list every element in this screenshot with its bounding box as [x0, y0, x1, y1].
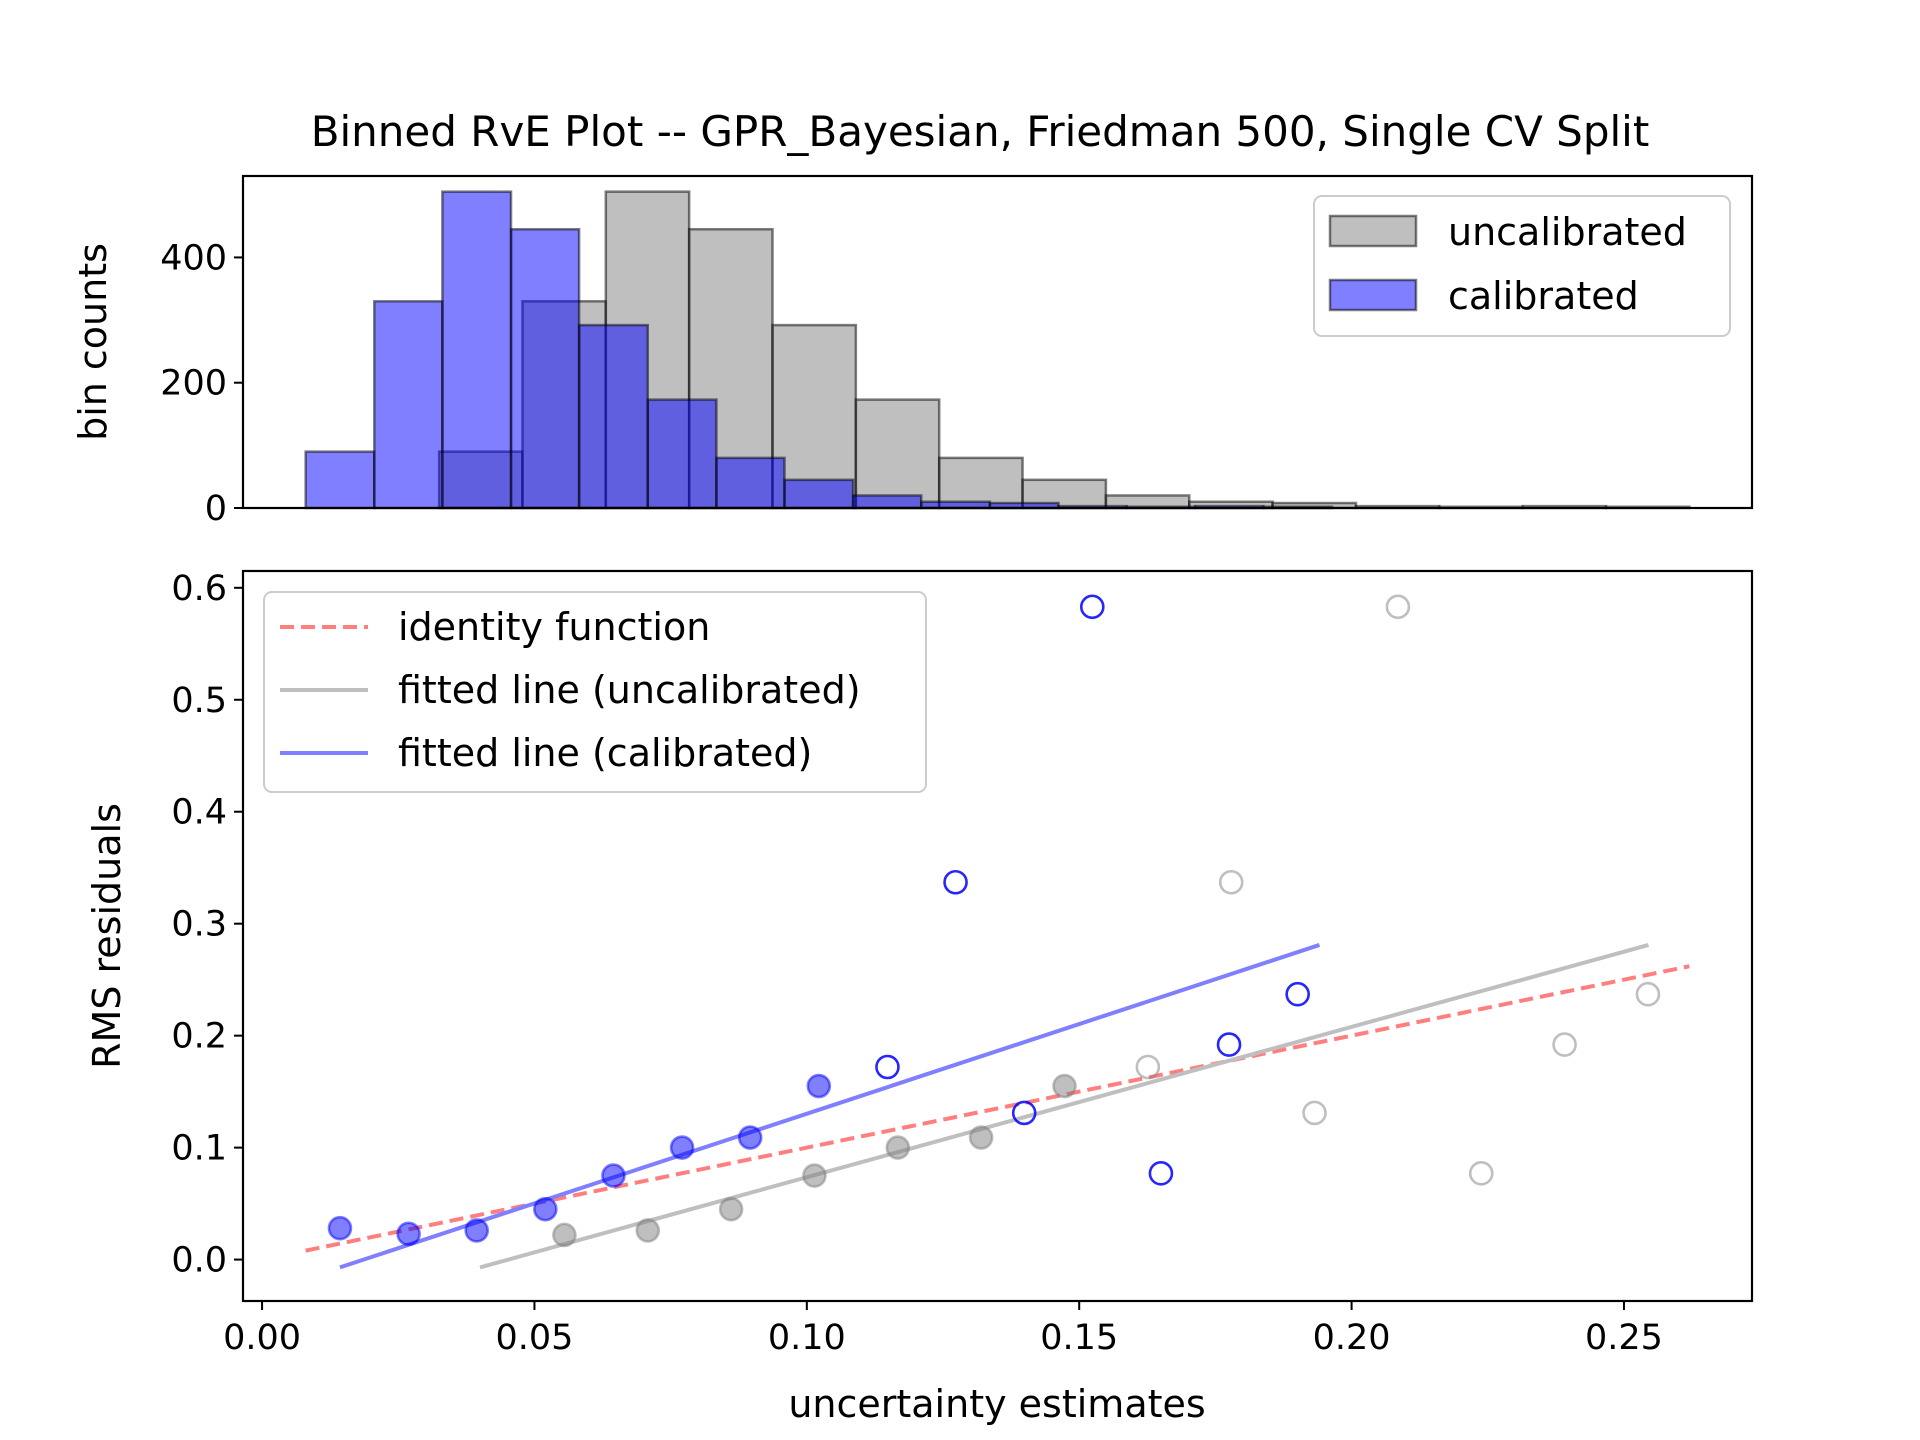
histogram-axes-frame: [241, 174, 1754, 510]
point-uncalibrated-13: [1635, 981, 1661, 1007]
y-tick-label: 0.3: [171, 905, 227, 945]
legend-swatch-uncalibrated: [1328, 214, 1418, 248]
y-axis-label: RMS residuals: [85, 803, 129, 1069]
point-uncalibrated-6: [1052, 1073, 1077, 1099]
point-uncalibrated-11: [1468, 1161, 1494, 1186]
x-tick-label: 0.25: [1585, 1318, 1663, 1358]
legend-label-calibrated: calibrated: [1448, 274, 1639, 318]
histogram-y-ticks: 0 200 400: [160, 238, 243, 529]
legend-label-fit-calibrated: fitted line (calibrated): [398, 731, 812, 775]
x-axis-label: uncertainty estimates: [788, 1382, 1205, 1426]
histogram-bar-calibrated-5: [646, 398, 718, 510]
x-tick-label: 0.00: [223, 1318, 301, 1358]
histogram-bar-uncalibrated-4: [771, 323, 858, 510]
y-tick-label: 0.1: [171, 1129, 227, 1169]
histogram-bar-uncalibrated-5: [854, 398, 941, 510]
histogram-y-tick-label: 400: [160, 238, 227, 278]
point-uncalibrated-9: [1302, 1100, 1327, 1126]
point-uncalibrated-2: [718, 1196, 744, 1222]
point-calibrated-10: [1011, 1100, 1037, 1126]
point-calibrated-12: [1148, 1161, 1174, 1186]
point-uncalibrated-4: [885, 1135, 911, 1160]
point-calibrated-2: [464, 1218, 490, 1243]
histogram-panel: 0 200 400 bin counts uncalibrated calibrat…: [71, 174, 1754, 529]
point-calibrated-0: [327, 1215, 353, 1241]
rve-axes-frame: [241, 569, 1754, 1303]
legend-label-identity: identity function: [398, 605, 710, 649]
point-uncalibrated-12: [1552, 1032, 1577, 1057]
fitted-line-uncalibrated: [479, 943, 1650, 1270]
point-calibrated-8: [875, 1054, 900, 1080]
point-calibrated-9: [943, 869, 968, 895]
x-tick-label: 0.10: [768, 1318, 846, 1358]
rve-x-ticks: 0.00 0.05 0.10 0.15 0.20 0.25: [223, 1301, 1663, 1358]
histogram-legend-box: [1313, 195, 1731, 337]
point-uncalibrated-0: [552, 1222, 577, 1248]
y-tick-label: 0.0: [171, 1241, 227, 1281]
rve-legend: identity function fitted line (uncalibra…: [263, 591, 927, 793]
scatter-points: [327, 594, 1661, 1248]
y-tick-label: 0.2: [171, 1017, 227, 1057]
legend-swatch-calibrated: [1328, 278, 1418, 312]
histogram-bar-uncalibrated-6: [937, 456, 1024, 510]
histogram-bar-calibrated-3: [509, 227, 581, 510]
histogram-bar-calibrated-4: [577, 323, 650, 510]
point-uncalibrated-8: [1218, 869, 1244, 895]
point-uncalibrated-5: [968, 1125, 994, 1150]
point-uncalibrated-1: [635, 1218, 661, 1243]
histogram-bar-calibrated-2: [441, 190, 513, 510]
point-calibrated-11: [1079, 594, 1105, 620]
x-tick-label: 0.15: [1040, 1318, 1118, 1358]
histogram-y-axis-label: bin counts: [71, 243, 115, 441]
histogram-bar-calibrated-0: [304, 450, 376, 510]
y-tick-label: 0.4: [171, 793, 227, 833]
histogram-bars: [304, 190, 1691, 510]
rve-y-ticks: 0.0 0.1 0.2 0.3 0.4 0.5 0.6: [171, 569, 243, 1281]
fitted-line-calibrated: [339, 943, 1321, 1270]
rve-legend-box: [263, 591, 927, 793]
rve-scatter-panel: 0.00 0.05 0.10 0.15 0.20 0.25 0.0 0.1 0.2 0.3 0.4…: [85, 569, 1754, 1426]
y-tick-label: 0.5: [171, 681, 227, 721]
point-calibrated-1: [396, 1221, 421, 1247]
legend-label-uncalibrated: uncalibrated: [1448, 210, 1687, 254]
point-calibrated-14: [1285, 981, 1310, 1007]
histogram-y-tick-label: 0: [205, 489, 227, 529]
histogram-bar-calibrated-8: [851, 494, 923, 510]
point-calibrated-3: [533, 1196, 558, 1222]
histogram-bar-calibrated-6: [715, 456, 786, 510]
point-calibrated-6: [737, 1125, 763, 1150]
point-uncalibrated-7: [1135, 1054, 1161, 1080]
point-calibrated-5: [669, 1135, 695, 1160]
histogram-bar-calibrated-1: [373, 300, 444, 510]
point-calibrated-13: [1216, 1032, 1242, 1057]
histogram-legend: uncalibrated calibrated: [1313, 195, 1731, 337]
point-uncalibrated-10: [1385, 594, 1411, 620]
histogram-y-tick-label: 200: [160, 364, 227, 404]
figure-title: Binned RvE Plot -- GPR_Bayesian, Friedma…: [311, 107, 1650, 156]
point-uncalibrated-3: [802, 1163, 827, 1188]
x-tick-label: 0.05: [495, 1318, 573, 1358]
x-tick-label: 0.20: [1313, 1318, 1391, 1358]
point-calibrated-4: [601, 1163, 626, 1188]
y-tick-label: 0.6: [171, 569, 227, 609]
point-calibrated-7: [806, 1073, 832, 1099]
legend-label-fit-uncalibrated: fitted line (uncalibrated): [398, 668, 861, 712]
histogram-bar-calibrated-7: [783, 478, 855, 510]
